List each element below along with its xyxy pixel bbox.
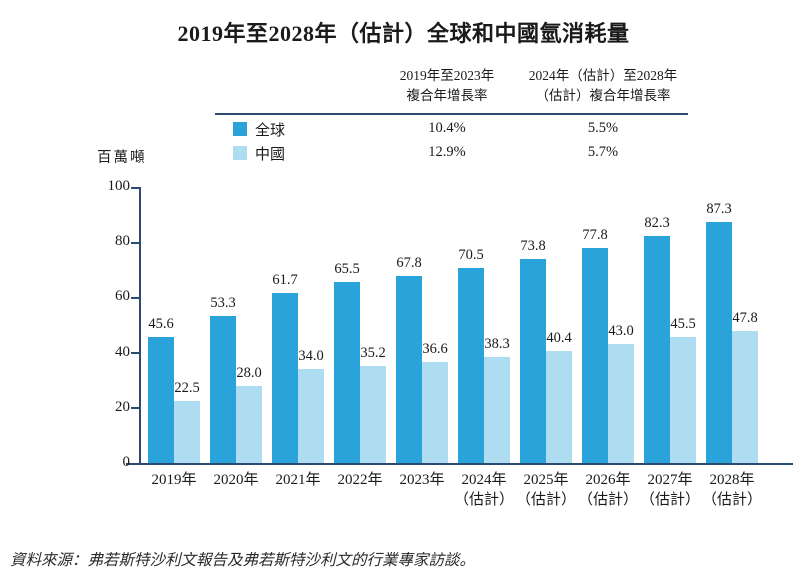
cagr-value-china-2024-2028: 5.7% bbox=[587, 144, 619, 160]
x-axis-label-2026年: 2026年 （估計） bbox=[564, 471, 652, 510]
x-axis-label-line: （估計） bbox=[515, 491, 576, 508]
x-axis-label-2022年: 2022年 bbox=[316, 471, 404, 491]
x-axis-label-line: 2020年 bbox=[213, 472, 259, 488]
bar-global-2026年 bbox=[582, 248, 608, 463]
x-axis-label-2023年: 2023年 bbox=[378, 471, 466, 491]
y-tick-100 bbox=[131, 186, 140, 189]
x-axis-label-line: 2019年 bbox=[151, 472, 197, 488]
x-axis-line bbox=[126, 463, 793, 465]
bar-global-2024年 bbox=[458, 268, 484, 463]
bar-value-china-2019年: 22.5 bbox=[174, 379, 200, 396]
bar-value-china-2027年: 45.5 bbox=[670, 316, 696, 333]
cagr-header-2019-2023: 2019年至2023年 複合年增長率 bbox=[380, 66, 514, 105]
y-tick-label-80: 80 bbox=[115, 233, 130, 250]
x-axis-label-line: （估計） bbox=[577, 491, 638, 508]
bar-china-2023年 bbox=[422, 361, 448, 463]
table-header-rule bbox=[215, 113, 688, 115]
bar-value-global-2028年: 87.3 bbox=[706, 201, 732, 218]
y-tick-60 bbox=[131, 296, 140, 299]
y-tick-label-60: 60 bbox=[115, 288, 130, 305]
bar-value-global-2026年: 77.8 bbox=[582, 227, 608, 244]
x-axis-label-2024年: 2024年 （估計） bbox=[440, 471, 528, 510]
bar-china-2026年 bbox=[608, 344, 634, 463]
bar-value-china-2021年: 34.0 bbox=[298, 348, 324, 365]
bar-global-2021年 bbox=[272, 292, 298, 463]
x-axis-label-line: （估計） bbox=[639, 491, 700, 508]
bar-china-2020年 bbox=[236, 385, 262, 463]
bar-global-2020年 bbox=[210, 315, 236, 463]
source-note: 資料來源：弗若斯特沙利文報告及弗若斯特沙利文的行業專家訪談。 bbox=[10, 552, 476, 569]
legend-label-global: 全球 bbox=[255, 123, 286, 139]
bar-value-global-2021年: 61.7 bbox=[272, 271, 298, 288]
y-tick-40 bbox=[131, 352, 140, 355]
cagr-header-2019-2023-line2: 複合年增長率 bbox=[406, 87, 488, 103]
y-axis-unit-label: 百萬噸 bbox=[97, 150, 147, 166]
bar-value-china-2026年: 43.0 bbox=[608, 323, 634, 340]
bar-value-global-2024年: 70.5 bbox=[458, 247, 484, 264]
x-axis-label-line: 2026年 bbox=[585, 472, 631, 488]
x-axis-label-2028年: 2028年 （估計） bbox=[688, 471, 776, 510]
y-tick-label-20: 20 bbox=[115, 398, 130, 415]
x-axis-label-line: 2025年 bbox=[523, 472, 569, 488]
bar-value-china-2024年: 38.3 bbox=[484, 336, 510, 353]
bar-china-2027年 bbox=[670, 337, 696, 463]
x-axis-label-2027年: 2027年 （估計） bbox=[626, 471, 714, 510]
x-axis-label-2021年: 2021年 bbox=[254, 471, 342, 491]
bar-value-global-2019年: 45.6 bbox=[148, 316, 174, 333]
x-axis-label-line: 2021年 bbox=[275, 472, 321, 488]
x-axis-label-line: 2028年 bbox=[709, 472, 755, 488]
bar-china-2028年 bbox=[732, 331, 758, 463]
bar-value-global-2027年: 82.3 bbox=[644, 214, 670, 231]
chart-title: 2019年至2028年（估計）全球和中國氫消耗量 bbox=[177, 21, 630, 46]
bar-china-2024年 bbox=[484, 357, 510, 463]
x-axis-label-line: 2023年 bbox=[399, 472, 445, 488]
y-axis-line bbox=[139, 187, 141, 465]
x-axis-label-line: 2024年 bbox=[461, 472, 507, 488]
cagr-value-global-2024-2028: 5.5% bbox=[587, 120, 619, 136]
legend-label-china: 中國 bbox=[255, 147, 286, 163]
bar-value-china-2023年: 36.6 bbox=[422, 340, 448, 357]
x-axis-label-line: （估計） bbox=[701, 491, 762, 508]
bar-global-2028年 bbox=[706, 222, 732, 463]
bar-value-global-2022年: 65.5 bbox=[334, 261, 360, 278]
bar-china-2021年 bbox=[298, 369, 324, 463]
y-tick-80 bbox=[131, 241, 140, 244]
x-axis-label-2025年: 2025年 （估計） bbox=[502, 471, 590, 510]
y-tick-20 bbox=[131, 407, 140, 410]
bar-global-2025年 bbox=[520, 259, 546, 463]
cagr-value-china-2019-2023: 12.9% bbox=[428, 144, 466, 160]
bar-china-2025年 bbox=[546, 351, 572, 463]
bar-value-global-2020年: 53.3 bbox=[210, 294, 236, 311]
bar-value-china-2028年: 47.8 bbox=[732, 310, 758, 327]
cagr-header-2024-2028-line1: 2024年（估計）至2028年 bbox=[528, 68, 678, 83]
bar-global-2019年 bbox=[148, 337, 174, 463]
y-tick-label-40: 40 bbox=[115, 343, 130, 360]
bar-value-global-2023年: 67.8 bbox=[396, 254, 422, 271]
x-axis-label-line: 2027年 bbox=[647, 472, 693, 488]
bar-value-china-2022年: 35.2 bbox=[360, 344, 386, 361]
x-axis-label-line: 2022年 bbox=[337, 472, 383, 488]
bar-china-2019年 bbox=[174, 400, 200, 463]
cagr-header-2024-2028-line2: （估計）複合年增長率 bbox=[535, 87, 671, 103]
cagr-value-global-2019-2023: 10.4% bbox=[428, 120, 466, 136]
x-axis-label-line: （估計） bbox=[453, 491, 514, 508]
y-tick-0 bbox=[131, 462, 140, 465]
y-tick-label-100: 100 bbox=[107, 178, 131, 194]
legend-swatch-global bbox=[233, 122, 247, 136]
cagr-header-2019-2023-line1: 2019年至2023年 bbox=[399, 68, 495, 83]
bar-global-2022年 bbox=[334, 282, 360, 463]
bar-value-global-2025年: 73.8 bbox=[520, 238, 546, 255]
bar-global-2023年 bbox=[396, 275, 422, 463]
cagr-header-2024-2028: 2024年（估計）至2028年 （估計）複合年增長率 bbox=[508, 66, 698, 105]
bar-china-2022年 bbox=[360, 365, 386, 463]
bar-value-china-2025年: 40.4 bbox=[546, 330, 572, 347]
bar-value-china-2020年: 28.0 bbox=[236, 364, 262, 381]
x-axis-label-2019年: 2019年 bbox=[130, 471, 218, 491]
y-tick-label-0: 0 bbox=[122, 454, 131, 470]
legend-swatch-china bbox=[233, 146, 247, 160]
bar-global-2027年 bbox=[644, 235, 670, 463]
x-axis-label-2020年: 2020年 bbox=[192, 471, 280, 491]
